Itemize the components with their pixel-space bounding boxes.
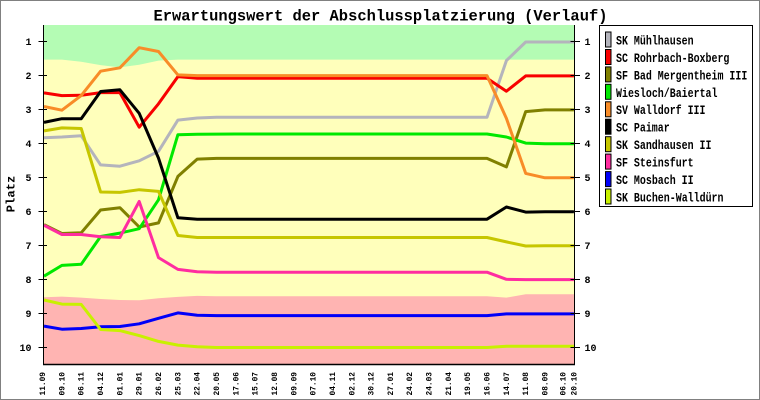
svg-text:25.03: 25.03: [174, 372, 183, 396]
svg-text:24.02: 24.02: [406, 372, 415, 396]
svg-text:08.09: 08.09: [542, 372, 551, 396]
svg-text:6: 6: [585, 208, 591, 219]
svg-text:8: 8: [585, 276, 591, 287]
svg-text:17.06: 17.06: [232, 372, 241, 396]
svg-text:SK Mühlhausen: SK Mühlhausen: [616, 33, 694, 48]
svg-text:7: 7: [26, 242, 32, 253]
svg-text:3: 3: [585, 106, 591, 117]
svg-text:SF Steinsfurt: SF Steinsfurt: [616, 156, 694, 171]
svg-text:19.05: 19.05: [464, 372, 473, 396]
svg-text:12.08: 12.08: [271, 372, 280, 396]
svg-text:20.10: 20.10: [570, 372, 579, 396]
svg-text:SK Buchen-Walldürn: SK Buchen-Walldürn: [616, 190, 724, 205]
svg-text:1: 1: [26, 38, 32, 49]
svg-text:26.02: 26.02: [155, 372, 164, 396]
svg-text:01.01: 01.01: [116, 372, 125, 396]
svg-text:SK Sandhausen II: SK Sandhausen II: [616, 138, 712, 153]
svg-text:6: 6: [26, 208, 32, 219]
svg-text:Erwartungswert der Abschlusspl: Erwartungswert der Abschlussplatzierung …: [154, 8, 608, 26]
svg-text:20.05: 20.05: [213, 372, 222, 396]
svg-text:30.12: 30.12: [368, 372, 377, 396]
svg-text:02.12: 02.12: [348, 372, 357, 396]
svg-text:8: 8: [26, 276, 32, 287]
svg-text:2: 2: [26, 72, 32, 83]
svg-text:27.01: 27.01: [387, 372, 396, 396]
svg-text:3: 3: [26, 106, 32, 117]
svg-text:10: 10: [20, 344, 32, 355]
svg-text:SC Paimar: SC Paimar: [616, 121, 670, 136]
svg-text:06.10: 06.10: [559, 372, 568, 396]
svg-text:24.03: 24.03: [426, 372, 435, 396]
svg-text:09.09: 09.09: [290, 372, 299, 396]
svg-text:9: 9: [26, 310, 32, 321]
svg-text:04.12: 04.12: [97, 372, 106, 396]
svg-text:22.04: 22.04: [194, 372, 203, 396]
svg-text:SV Walldorf III: SV Walldorf III: [616, 103, 706, 118]
svg-text:09.10: 09.10: [58, 372, 67, 396]
svg-text:14.07: 14.07: [503, 372, 512, 396]
svg-text:1: 1: [585, 38, 591, 49]
svg-text:04.11: 04.11: [329, 372, 338, 396]
svg-text:SC Rohrbach-Boxberg: SC Rohrbach-Boxberg: [616, 51, 730, 66]
svg-text:4: 4: [585, 140, 591, 151]
svg-text:07.10: 07.10: [310, 372, 319, 396]
svg-text:16.06: 16.06: [484, 372, 493, 396]
svg-text:2: 2: [585, 72, 591, 83]
svg-text:9: 9: [585, 310, 591, 321]
svg-text:4: 4: [26, 140, 32, 151]
svg-text:SF Bad Mergentheim III: SF Bad Mergentheim III: [616, 68, 747, 83]
svg-text:06.11: 06.11: [78, 372, 87, 396]
svg-text:11.08: 11.08: [522, 372, 531, 396]
svg-text:Wiesloch/Baiertal: Wiesloch/Baiertal: [616, 86, 718, 101]
svg-text:5: 5: [585, 174, 591, 185]
svg-text:21.04: 21.04: [445, 372, 454, 396]
svg-text:SC Mosbach II: SC Mosbach II: [616, 173, 694, 188]
svg-text:29.01: 29.01: [136, 372, 145, 396]
svg-text:11.09: 11.09: [39, 372, 48, 396]
svg-text:Platz: Platz: [6, 176, 19, 213]
svg-text:5: 5: [26, 174, 32, 185]
svg-text:10: 10: [585, 344, 597, 355]
svg-text:15.07: 15.07: [252, 372, 261, 396]
svg-text:7: 7: [585, 242, 591, 253]
